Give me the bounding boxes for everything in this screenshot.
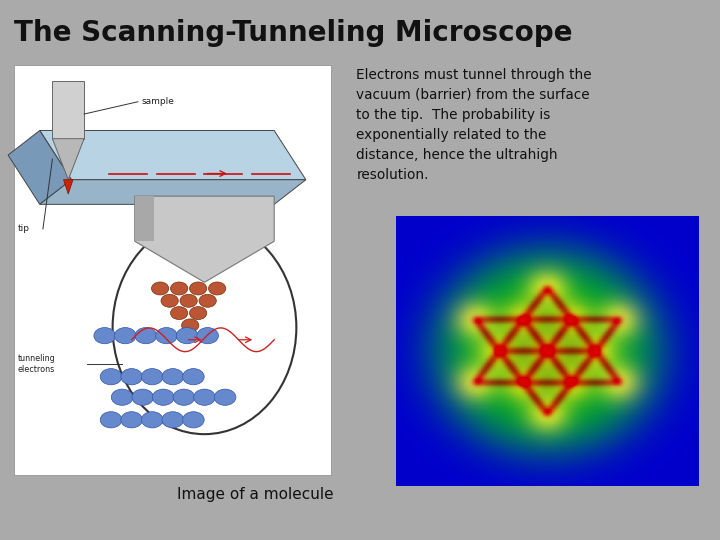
Circle shape (153, 389, 174, 406)
Circle shape (151, 282, 168, 295)
Circle shape (162, 411, 184, 428)
Text: sample: sample (141, 97, 174, 106)
Circle shape (183, 369, 204, 385)
Circle shape (121, 369, 143, 385)
Circle shape (180, 294, 197, 307)
Circle shape (181, 319, 199, 332)
Circle shape (189, 282, 207, 295)
Circle shape (161, 294, 179, 307)
Circle shape (100, 369, 122, 385)
Circle shape (194, 389, 215, 406)
Circle shape (189, 307, 207, 320)
Polygon shape (8, 131, 71, 204)
Circle shape (183, 411, 204, 428)
Circle shape (100, 411, 122, 428)
Circle shape (176, 328, 198, 344)
FancyBboxPatch shape (14, 65, 331, 475)
Circle shape (197, 328, 218, 344)
Polygon shape (40, 180, 306, 204)
Polygon shape (40, 131, 306, 180)
Circle shape (173, 389, 194, 406)
Polygon shape (135, 196, 154, 241)
Polygon shape (53, 81, 84, 139)
Circle shape (171, 307, 188, 320)
Circle shape (199, 294, 216, 307)
Circle shape (141, 369, 163, 385)
Ellipse shape (112, 221, 297, 434)
Polygon shape (53, 139, 84, 180)
Circle shape (156, 328, 177, 344)
Circle shape (162, 369, 184, 385)
Circle shape (141, 411, 163, 428)
Circle shape (215, 389, 236, 406)
Text: Image of a molecule: Image of a molecule (177, 487, 334, 502)
Circle shape (135, 328, 157, 344)
Text: tunneling
electrons: tunneling electrons (17, 354, 55, 374)
Polygon shape (63, 180, 73, 194)
Circle shape (112, 389, 133, 406)
Polygon shape (135, 196, 274, 282)
Text: tip: tip (17, 225, 30, 233)
Text: The Scanning-Tunneling Microscope: The Scanning-Tunneling Microscope (14, 19, 573, 47)
Circle shape (121, 411, 143, 428)
Circle shape (132, 389, 153, 406)
Text: Electrons must tunnel through the
vacuum (barrier) from the surface
to the tip. : Electrons must tunnel through the vacuum… (356, 68, 592, 182)
Circle shape (114, 328, 136, 344)
Circle shape (171, 282, 188, 295)
Circle shape (94, 328, 115, 344)
Circle shape (209, 282, 226, 295)
